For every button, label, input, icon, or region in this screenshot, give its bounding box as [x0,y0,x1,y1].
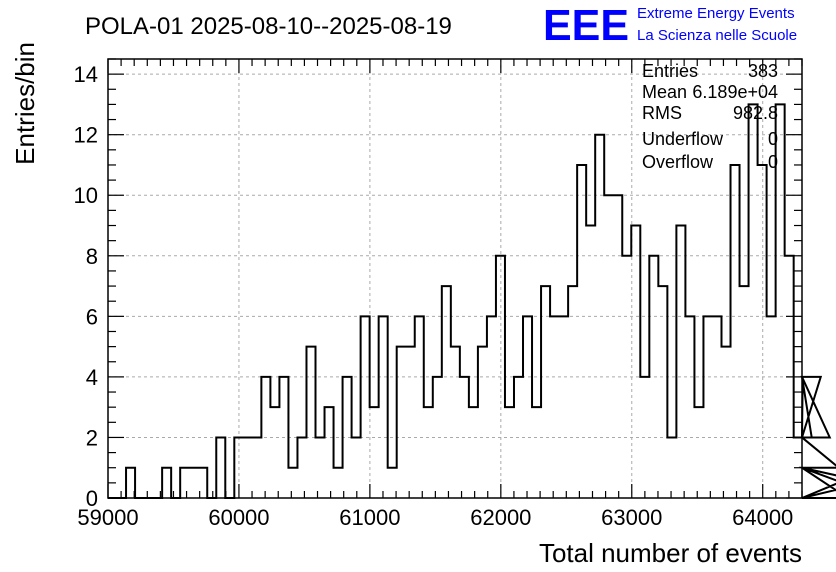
eee-logo-letters: EEE [543,1,629,50]
x-tick-label: 61000 [339,505,400,530]
eee-logo-line2: La Scienza nelle Scuole [637,27,797,44]
y-axis-label: Entries/bin [10,42,40,165]
chart-title: POLA-01 2025-08-10--2025-08-19 [85,13,452,40]
stats-mean-value: 6.189e+04 [692,82,778,102]
y-tick-label: 2 [86,425,98,450]
x-tick-label: 60000 [208,505,269,530]
stats-mean-label: Mean [642,82,687,102]
stats-overflow-value: 0 [768,152,778,172]
y-tick-label: 10 [74,183,98,208]
x-tick-labels: 59000 60000 61000 62000 63000 64000 [77,505,793,530]
x-axis-label: Total number of events [539,538,802,568]
y-tick-labels: 0 2 4 6 8 10 12 14 [74,62,98,511]
stats-entries-value: 383 [748,61,778,81]
stats-rms-value: 982.8 [733,103,778,123]
y-tick-label: 6 [86,304,98,329]
y-tick-label: 0 [86,486,98,511]
histogram-series [108,103,836,499]
stats-rms-label: RMS [642,103,682,123]
x-tick-label: 62000 [470,505,531,530]
y-tick-label: 12 [74,123,98,148]
y-tick-label: 8 [86,244,98,269]
stats-underflow-value: 0 [768,129,778,149]
plot-frame [107,58,803,499]
y-tick-label: 14 [74,62,98,87]
x-tick-label: 63000 [601,505,662,530]
stats-box: Entries 383 Mean 6.189e+04 RMS 982.8 Und… [642,61,778,172]
y-tick-label: 4 [86,365,98,390]
stats-overflow-label: Overflow [642,152,714,172]
eee-logo: EEE Extreme Energy Events La Scienza nel… [543,1,797,50]
axis-ticks [107,58,803,499]
stats-entries-label: Entries [642,61,698,81]
stats-underflow-label: Underflow [642,129,724,149]
x-tick-label: 64000 [732,505,793,530]
grid-lines [108,59,802,498]
x-tick-label: 59000 [77,505,138,530]
eee-logo-line1: Extreme Energy Events [637,5,795,22]
